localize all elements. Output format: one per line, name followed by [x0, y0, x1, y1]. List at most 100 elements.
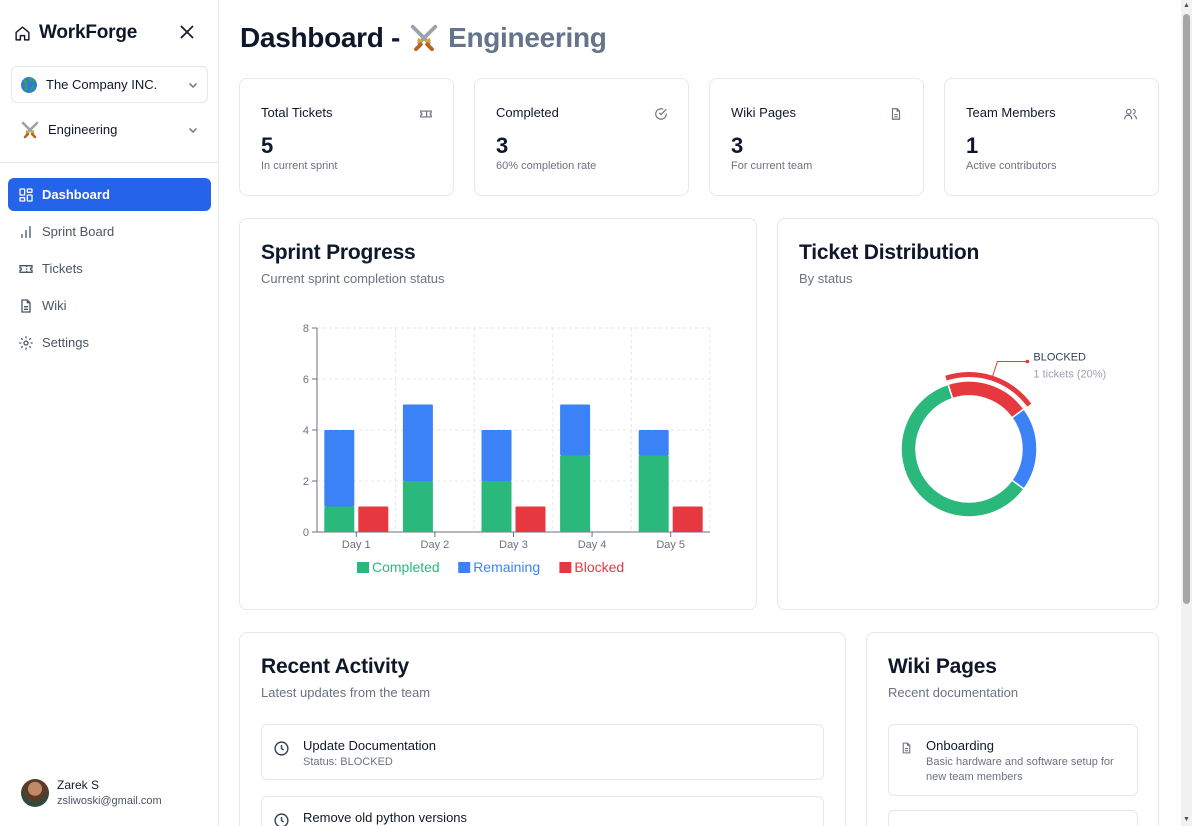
- stat-label: Completed: [496, 105, 559, 120]
- sidebar-item-tickets[interactable]: Tickets: [8, 252, 211, 285]
- slice-detail: 1 tickets (20%): [1033, 369, 1106, 381]
- x-tick-label: Day 3: [499, 539, 528, 551]
- stat-label: Total Tickets: [261, 105, 333, 120]
- app-name: WorkForge: [39, 22, 138, 43]
- sidebar: WorkForge The Company INC. Engineering D…: [0, 0, 219, 826]
- team-select[interactable]: Engineering: [11, 111, 208, 148]
- stat-card-wiki-pages: Wiki Pages 3 For current team: [709, 78, 924, 196]
- legend-label: Blocked: [574, 559, 624, 575]
- x-tick-label: Day 1: [342, 539, 371, 551]
- page-title: Dashboard - Engineering: [240, 22, 607, 54]
- file-text-icon: [891, 108, 901, 120]
- sidebar-item-label: Wiki: [42, 298, 67, 313]
- card-subtitle: Current sprint completion status: [261, 271, 445, 286]
- user-email: zsliwoski@gmail.com: [57, 795, 162, 807]
- label-leader-line: [991, 361, 1028, 379]
- card-subtitle: Recent documentation: [888, 685, 1019, 700]
- stat-subtext: 60% completion rate: [496, 160, 597, 172]
- card-title: Wiki Pages: [888, 655, 997, 678]
- page-title-team: Engineering: [448, 22, 607, 53]
- page-title-prefix: Dashboard -: [240, 22, 401, 53]
- bar-completed: [324, 506, 355, 532]
- sprint-progress-chart: 0 2 4 6 8 Day 1 Day 2 Day 3 Day 4 Day 5 Completed R…: [303, 323, 711, 575]
- y-tick-label: 0: [303, 527, 309, 539]
- wiki-pages-card: Wiki Pages Recent documentation Onboardi…: [866, 632, 1159, 826]
- sidebar-item-wiki[interactable]: Wiki: [8, 289, 211, 322]
- ticket-distribution-chart: BLOCKED 1 tickets (20%): [900, 352, 1106, 518]
- stat-value: 1: [966, 133, 979, 158]
- scroll-up-arrow-icon[interactable]: ▲: [1183, 2, 1190, 9]
- legend-swatch: [559, 562, 572, 573]
- recent-activity-card: Recent Activity Latest updates from the …: [239, 632, 846, 826]
- scroll-thumb[interactable]: [1183, 14, 1190, 604]
- stat-subtext: Active contributors: [966, 160, 1057, 172]
- legend-label: Remaining: [473, 559, 540, 575]
- slice-in-progress: [1010, 407, 1038, 491]
- clock-icon: [274, 741, 289, 756]
- file-text-icon: [902, 742, 911, 754]
- wiki-item[interactable]: Onboarding Basic hardware and software s…: [888, 724, 1138, 796]
- y-tick-label: 2: [303, 476, 309, 488]
- bar-completed: [560, 455, 591, 532]
- wiki-title: Onboarding: [926, 738, 994, 753]
- slice-highlight: [945, 372, 1032, 407]
- activity-status: Status: BLOCKED: [303, 756, 393, 768]
- bar-remaining: [560, 404, 591, 456]
- clock-icon: [274, 813, 289, 826]
- activity-item[interactable]: Remove old python versions: [261, 796, 824, 826]
- stat-value: 5: [261, 133, 274, 158]
- user-name: Zarek S: [57, 778, 100, 792]
- organization-select-value: The Company INC.: [46, 77, 158, 92]
- sidebar-item-dashboard[interactable]: Dashboard: [8, 178, 211, 211]
- crossed-swords-icon: [21, 121, 39, 138]
- crossed-swords-icon: [410, 24, 438, 52]
- close-sidebar-button[interactable]: [176, 22, 198, 44]
- legend-swatch: [357, 562, 369, 573]
- wiki-item[interactable]: [888, 810, 1138, 826]
- activity-item[interactable]: Update Documentation Status: BLOCKED: [261, 724, 824, 780]
- card-title: Sprint Progress: [261, 241, 416, 264]
- file-icon: [21, 298, 31, 313]
- card-subtitle: Latest updates from the team: [261, 685, 431, 700]
- legend-swatch: [458, 562, 471, 573]
- organization-select[interactable]: The Company INC.: [11, 66, 208, 103]
- x-tick-label: Day 4: [578, 539, 607, 551]
- chevron-down-icon: [188, 127, 198, 133]
- scroll-down-arrow-icon[interactable]: ▼: [1183, 816, 1190, 823]
- sidebar-divider: [0, 162, 219, 163]
- stat-label: Team Members: [966, 105, 1056, 120]
- sidebar-nav: Dashboard Sprint Board Tickets Wiki Sett…: [8, 178, 211, 363]
- stat-value: 3: [496, 133, 509, 158]
- stat-subtext: For current team: [731, 160, 813, 172]
- y-tick-label: 8: [303, 323, 309, 335]
- stat-card-team-members: Team Members 1 Active contributors: [944, 78, 1159, 196]
- brand[interactable]: WorkForge: [14, 22, 137, 44]
- ticket-distribution-card: Ticket Distribution By status BLOCKED 1 t…: [777, 218, 1159, 610]
- bar-chart-icon: [21, 225, 31, 238]
- bar-remaining: [402, 404, 433, 481]
- bar-blocked: [358, 506, 389, 532]
- stat-value: 3: [731, 133, 744, 158]
- card-subtitle: By status: [799, 271, 853, 286]
- sidebar-item-sprint-board[interactable]: Sprint Board: [8, 215, 211, 248]
- activity-title: Update Documentation: [303, 738, 436, 753]
- slice-done: [900, 383, 1026, 518]
- sidebar-item-label: Dashboard: [42, 187, 110, 202]
- activity-title: Remove old python versions: [303, 810, 468, 825]
- stat-label: Wiki Pages: [731, 105, 797, 120]
- bar-remaining: [638, 430, 669, 456]
- label-dot: [1025, 359, 1030, 364]
- bar-blocked: [515, 506, 546, 532]
- avatar: [21, 778, 49, 807]
- sidebar-item-settings[interactable]: Settings: [8, 326, 211, 359]
- bar-remaining: [481, 430, 512, 481]
- team-select-value: Engineering: [48, 122, 118, 137]
- sprint-progress-card: Sprint Progress Current sprint completio…: [239, 218, 757, 610]
- slice-label: BLOCKED: [1033, 352, 1086, 364]
- legend-label: Completed: [372, 559, 440, 575]
- page-scrollbar[interactable]: ▲ ▼: [1181, 0, 1192, 826]
- user-profile[interactable]: Zarek S zsliwoski@gmail.com: [21, 778, 162, 807]
- x-tick-label: Day 2: [421, 539, 450, 551]
- main-content: Dashboard - Engineering Total Tickets 5 …: [219, 0, 1181, 826]
- chevron-down-icon: [188, 82, 198, 88]
